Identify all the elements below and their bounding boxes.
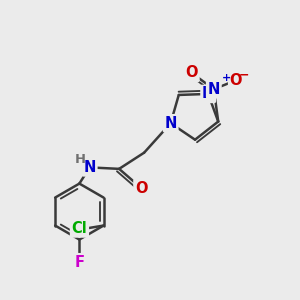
Text: O: O (185, 65, 198, 80)
Text: N: N (83, 160, 96, 175)
Text: −: − (239, 68, 249, 82)
Text: N: N (208, 82, 220, 97)
Text: N: N (202, 86, 214, 101)
Text: +: + (222, 73, 231, 83)
Text: H: H (75, 153, 86, 166)
Text: O: O (135, 181, 148, 196)
Text: F: F (74, 255, 84, 270)
Text: Cl: Cl (72, 221, 87, 236)
Text: O: O (230, 73, 242, 88)
Text: N: N (164, 116, 177, 131)
